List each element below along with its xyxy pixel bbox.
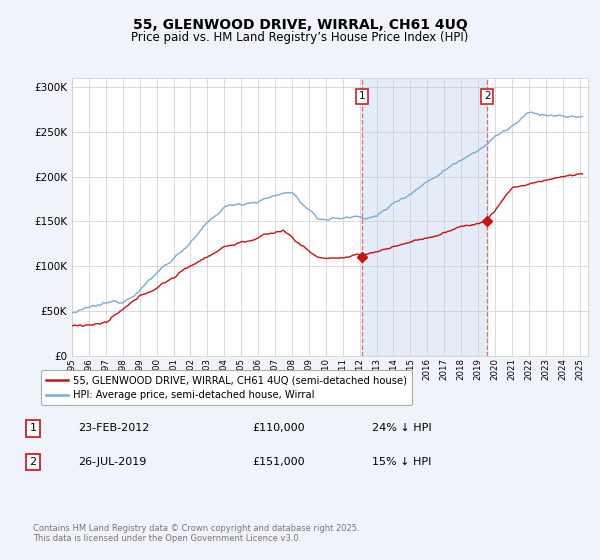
Text: 15% ↓ HPI: 15% ↓ HPI bbox=[372, 457, 431, 467]
Text: £151,000: £151,000 bbox=[252, 457, 305, 467]
Legend: 55, GLENWOOD DRIVE, WIRRAL, CH61 4UQ (semi-detached house), HPI: Average price, : 55, GLENWOOD DRIVE, WIRRAL, CH61 4UQ (se… bbox=[41, 370, 412, 405]
Text: 26-JUL-2019: 26-JUL-2019 bbox=[78, 457, 146, 467]
Text: 24% ↓ HPI: 24% ↓ HPI bbox=[372, 423, 431, 433]
Text: 1: 1 bbox=[29, 423, 37, 433]
Text: 2: 2 bbox=[29, 457, 37, 467]
Text: 2: 2 bbox=[484, 91, 491, 101]
Text: 23-FEB-2012: 23-FEB-2012 bbox=[78, 423, 149, 433]
Text: Contains HM Land Registry data © Crown copyright and database right 2025.
This d: Contains HM Land Registry data © Crown c… bbox=[33, 524, 359, 543]
Text: Price paid vs. HM Land Registry’s House Price Index (HPI): Price paid vs. HM Land Registry’s House … bbox=[131, 31, 469, 44]
Text: 1: 1 bbox=[358, 91, 365, 101]
Text: 55, GLENWOOD DRIVE, WIRRAL, CH61 4UQ: 55, GLENWOOD DRIVE, WIRRAL, CH61 4UQ bbox=[133, 18, 467, 32]
Bar bbox=[362, 78, 487, 356]
Text: £110,000: £110,000 bbox=[252, 423, 305, 433]
